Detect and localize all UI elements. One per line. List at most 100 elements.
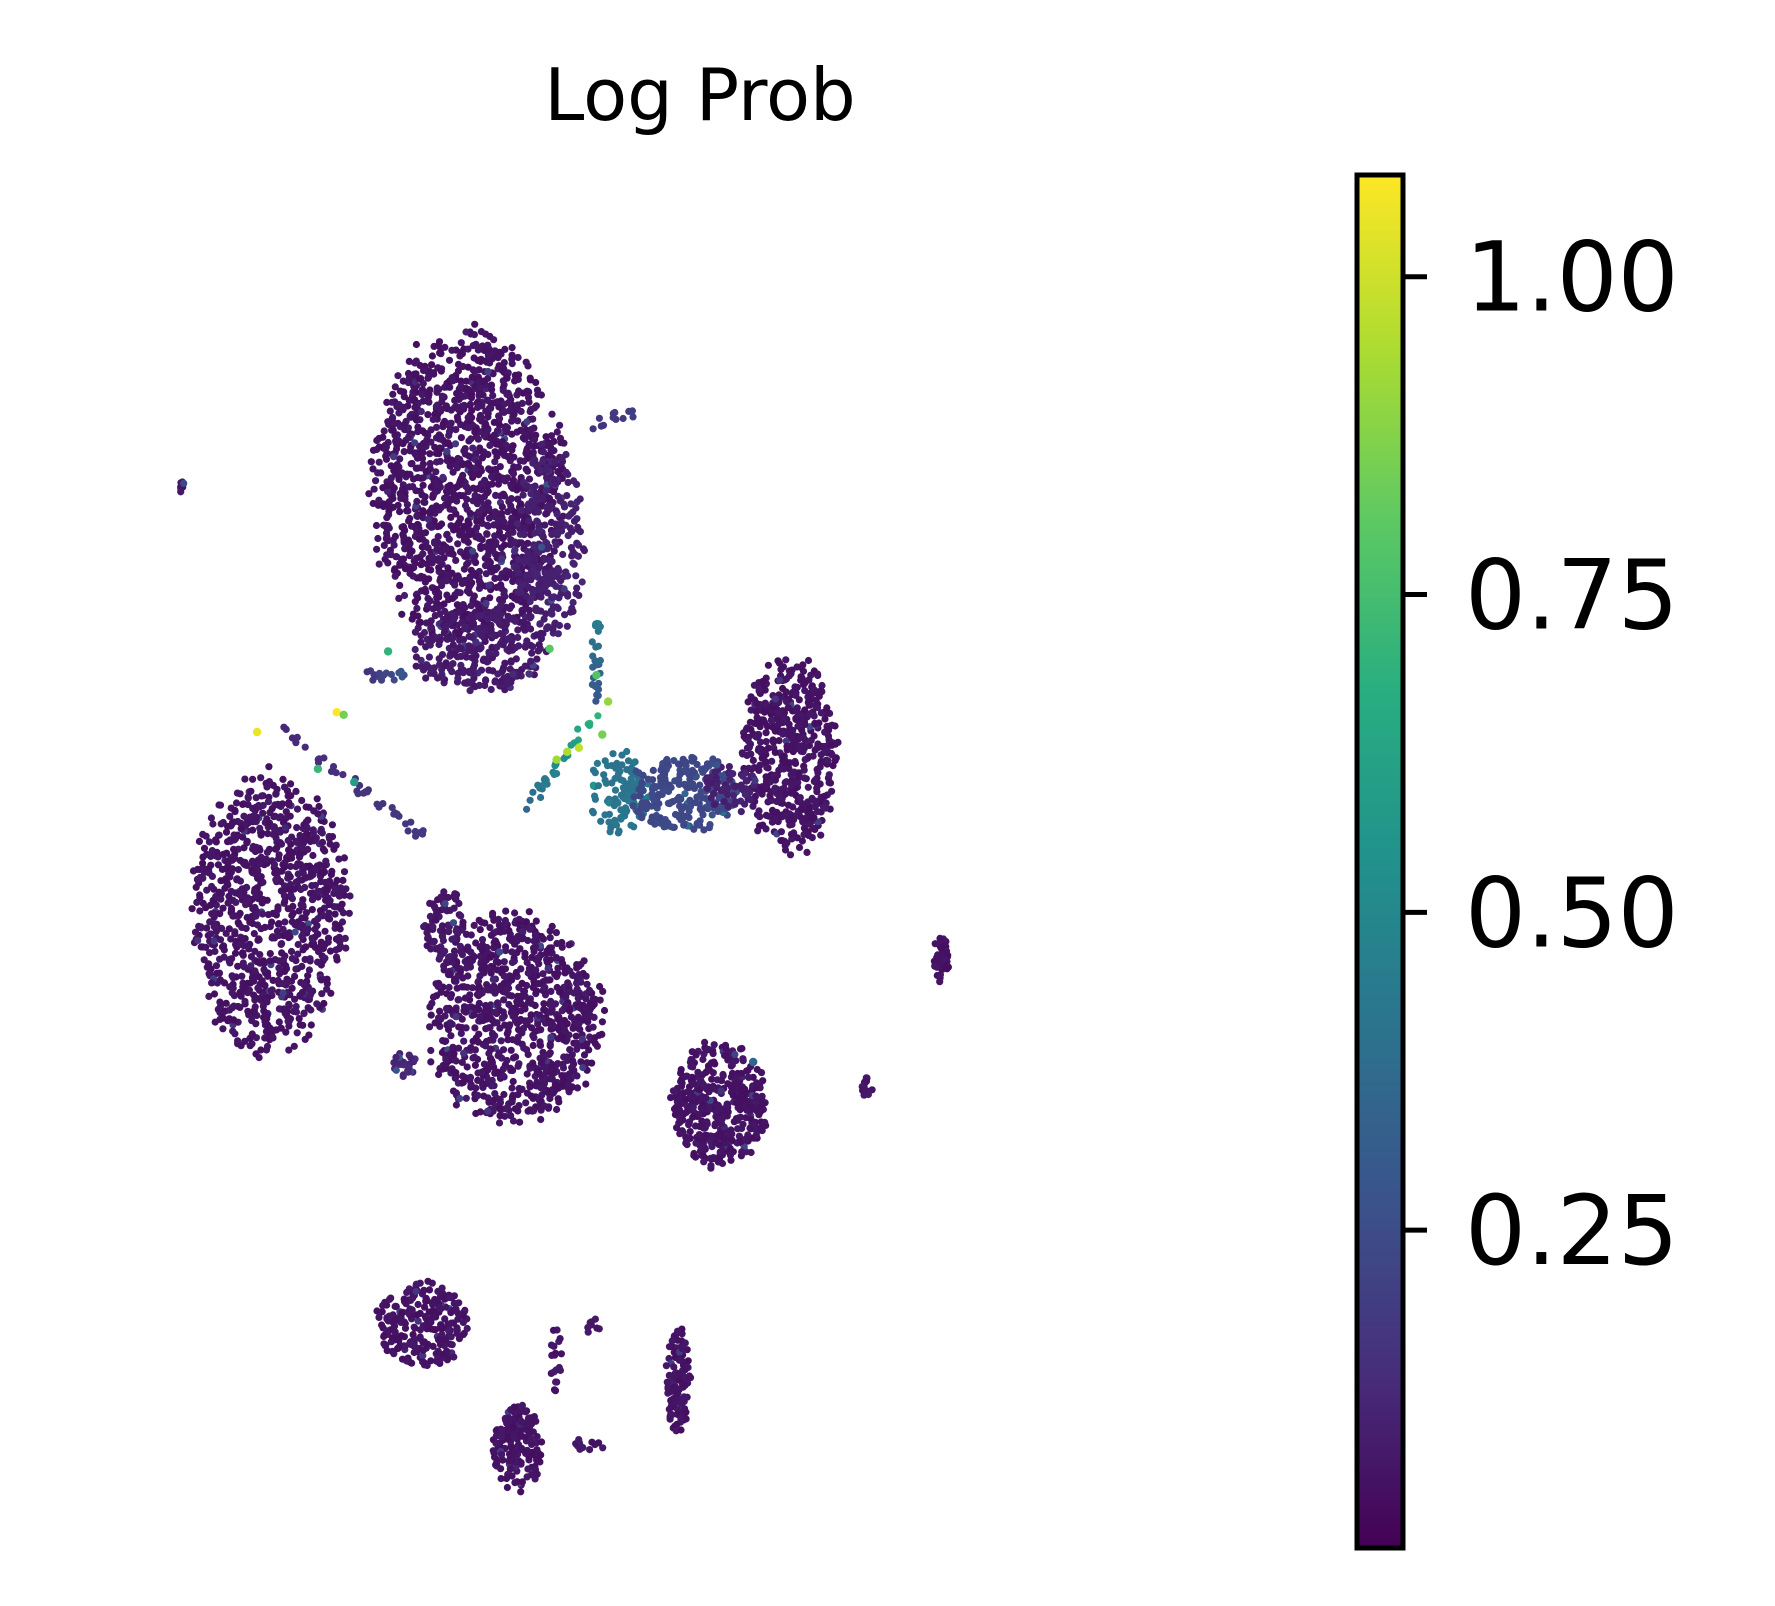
- scatter-point: [476, 415, 484, 423]
- scatter-point: [533, 987, 541, 995]
- scatter-point: [495, 1119, 504, 1127]
- scatter-point: [231, 949, 240, 957]
- scatter-point: [456, 608, 464, 616]
- scatter-point: [432, 585, 440, 594]
- scatter-point: [418, 391, 426, 399]
- scatter-point: [502, 574, 510, 582]
- scatter-point: [522, 641, 530, 650]
- scatter-point: [228, 856, 236, 864]
- scatter-point: [405, 433, 413, 441]
- scatter-point: [269, 830, 277, 839]
- scatter-point: [514, 588, 522, 597]
- scatter-point: [434, 533, 442, 541]
- scatter-point: [286, 873, 294, 881]
- scatter-point: [476, 926, 484, 934]
- scatter-point: [527, 576, 535, 584]
- scatter-point: [216, 936, 225, 944]
- scatter-point: [493, 583, 501, 592]
- scatter-point: [468, 406, 476, 414]
- scatter-point: [489, 392, 497, 400]
- scatter-point: [486, 953, 494, 961]
- scatter-point: [319, 912, 327, 920]
- scatter-point: [392, 1053, 400, 1061]
- scatter-point: [418, 464, 426, 472]
- scatter-point: [445, 928, 453, 936]
- scatter-point: [342, 944, 350, 952]
- scatter-point: [446, 383, 454, 391]
- scatter-point: [563, 622, 571, 630]
- scatter-point: [547, 432, 556, 440]
- scatter-point: [755, 766, 763, 775]
- scatter-point: [536, 1038, 544, 1046]
- scatter-point: [319, 845, 327, 853]
- scatter-point: [720, 798, 728, 806]
- scatter-point: [455, 996, 463, 1004]
- scatter-point: [471, 491, 479, 500]
- scatter-point: [556, 421, 564, 429]
- scatter-point: [539, 448, 548, 456]
- scatter-point: [810, 732, 818, 740]
- scatter-point: [262, 855, 270, 863]
- scatter-point: [630, 823, 638, 831]
- scatter-point: [761, 707, 769, 715]
- scatter-point: [482, 1015, 490, 1023]
- scatter-point: [401, 565, 409, 573]
- scatter-point: [457, 661, 465, 670]
- scatter-point: [586, 1033, 594, 1041]
- scatter-point: [553, 510, 561, 518]
- scatter-point: [202, 832, 210, 840]
- scatter-point: [444, 439, 452, 447]
- scatter-point: [369, 465, 377, 473]
- scatter-point: [457, 645, 465, 653]
- scatter-point: [824, 757, 832, 765]
- scatter-point: [723, 785, 732, 793]
- scatter-point: [465, 424, 473, 432]
- scatter-point: [470, 661, 479, 669]
- scatter-point: [517, 407, 525, 415]
- scatter-point: [397, 494, 405, 502]
- scatter-point: [762, 701, 770, 709]
- scatter-point: [503, 374, 511, 382]
- scatter-point: [424, 602, 432, 610]
- scatter-point: [538, 440, 546, 448]
- scatter-point: [470, 921, 478, 930]
- scatter-point: [527, 1011, 535, 1019]
- scatter-point: [284, 836, 292, 845]
- scatter-point: [548, 410, 556, 418]
- scatter-point: [203, 963, 211, 971]
- scatter-point: [551, 479, 559, 487]
- scatter-point: [447, 1032, 455, 1040]
- scatter-point: [527, 1092, 535, 1100]
- scatter-point: [465, 386, 473, 394]
- scatter-point: [457, 382, 465, 390]
- scatter-point: [374, 469, 382, 477]
- scatter-point: [320, 862, 328, 870]
- scatter-point: [249, 905, 257, 913]
- scatter-point: [557, 519, 566, 527]
- scatter-point: [460, 1003, 469, 1011]
- scatter-point: [649, 766, 657, 775]
- scatter-point: [522, 918, 530, 926]
- scatter-point: [523, 446, 531, 454]
- scatter-point: [385, 505, 393, 514]
- scatter-point: [243, 837, 251, 846]
- scatter-point: [661, 777, 669, 785]
- scatter-point: [328, 833, 337, 841]
- scatter-point: [449, 660, 457, 668]
- scatter-point: [466, 530, 474, 539]
- scatter-point: [272, 790, 280, 798]
- scatter-point: [572, 572, 580, 580]
- scatter-point: [228, 820, 236, 828]
- scatter-point: [307, 1021, 315, 1029]
- scatter-point: [314, 948, 323, 956]
- scatter-point: [427, 1058, 435, 1066]
- scatter-point: [459, 461, 467, 469]
- scatter-point: [676, 796, 684, 804]
- scatter-point: [399, 485, 407, 493]
- scatter-point: [244, 801, 252, 809]
- scatter-point: [528, 523, 536, 531]
- scatter-point: [709, 755, 717, 763]
- scatter-point: [424, 393, 432, 401]
- chart-title: Log Prob: [544, 53, 855, 137]
- scatter-point: [524, 467, 532, 475]
